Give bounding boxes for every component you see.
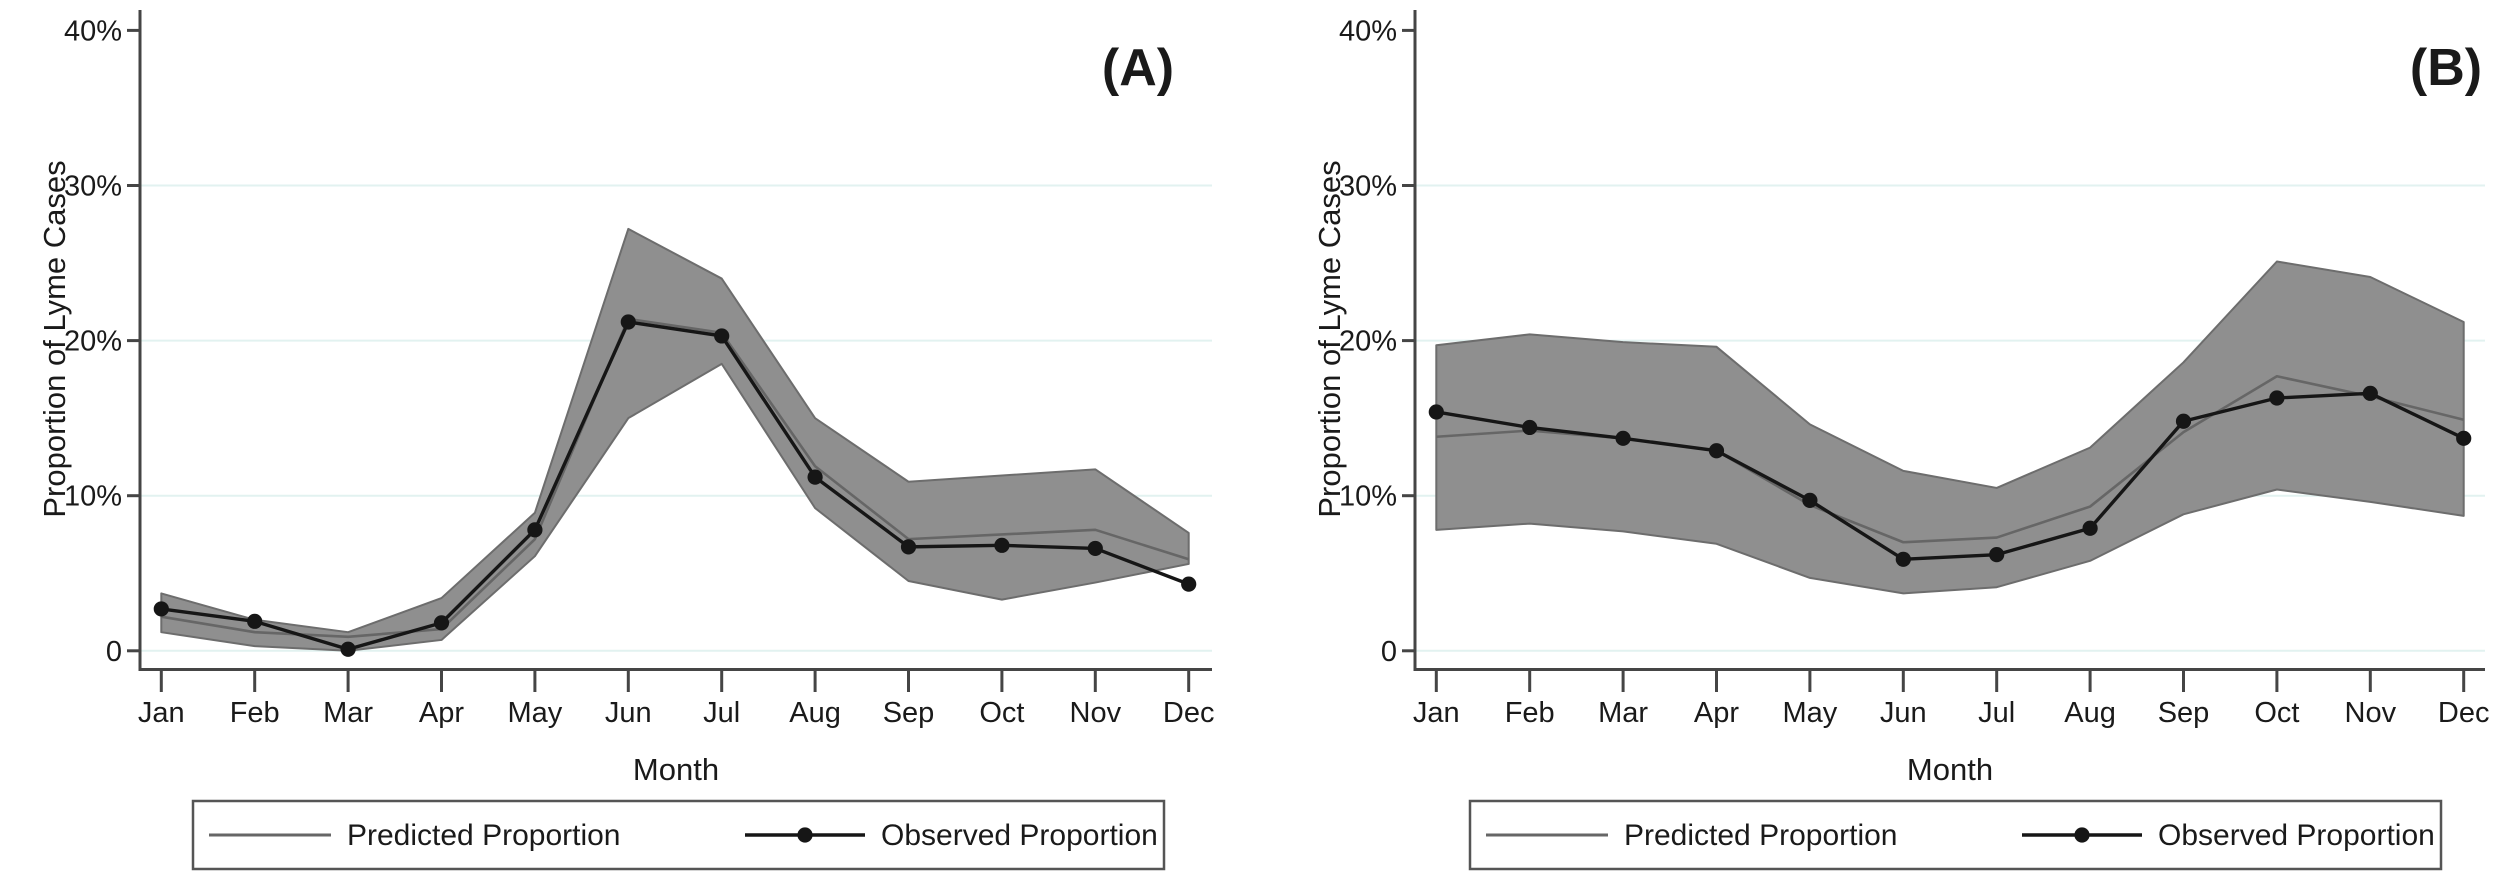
chart-a-svg: 0 10% 20% 30% 40% Jan Feb Mar Apr May Jun Jul Aug Sep… xyxy=(37,10,1215,871)
y-tick-label-0: 0 xyxy=(106,636,122,668)
y-axis-title: Proportion of Lyme Cases xyxy=(37,160,72,517)
predicted-line xyxy=(161,317,1190,639)
x-tick-label-Nov: Nov xyxy=(1070,697,1122,729)
observed-point-Jan xyxy=(1428,404,1444,420)
legend-label-predicted: Predicted Proportion xyxy=(347,819,621,852)
observed-point-Jul xyxy=(714,328,730,344)
legend-box xyxy=(191,799,1166,871)
observed-point-May xyxy=(527,522,543,538)
observed-point-Mar xyxy=(340,641,356,657)
observed-point-Nov xyxy=(2362,385,2378,401)
panel-label: (A) xyxy=(1102,39,1174,97)
x-tick-label-Jul: Jul xyxy=(1978,697,2015,729)
x-tick-label-Mar: Mar xyxy=(1598,697,1648,729)
x-axis-title: Month xyxy=(1907,752,1993,787)
y-tick-label-10: 10% xyxy=(1339,481,1397,513)
observed-point-Dec xyxy=(2456,430,2472,446)
observed-point-Feb xyxy=(1522,419,1538,436)
legend-label-observed: Observed Proportion xyxy=(881,819,1158,852)
observed-point-Apr xyxy=(1708,443,1725,459)
y-tick-label-30: 30% xyxy=(1339,171,1397,203)
chart-panel-a: 0 10% 20% 30% 40% Jan Feb Mar Apr May Jun Jul Aug Sep… xyxy=(37,10,1215,871)
x-tick-label-Feb: Feb xyxy=(230,697,280,729)
y-tick-label-20: 20% xyxy=(64,326,122,358)
observed-point-Dec xyxy=(1181,576,1197,592)
x-tick-label-Mar: Mar xyxy=(323,697,373,729)
x-tick-label-Dec: Dec xyxy=(1163,697,1215,729)
x-tick-label-Jan: Jan xyxy=(138,697,185,729)
x-tick-label-Aug: Aug xyxy=(789,697,841,729)
confidence-band xyxy=(1435,260,2465,595)
panel-label: (B) xyxy=(2410,39,2482,97)
chart-b-svg: 0 10% 20% 30% 40% Jan Feb Mar Apr May Jun Jul Aug Sep… xyxy=(1312,10,2490,871)
x-tick-label-Oct: Oct xyxy=(2254,697,2299,729)
x-tick-label-Apr: Apr xyxy=(419,697,464,729)
observed-point-Jun xyxy=(1895,551,1911,567)
y-tick-label-30: 30% xyxy=(64,171,122,203)
legend-observed-marker xyxy=(2074,827,2090,843)
x-tick-label-Sep: Sep xyxy=(2158,697,2210,729)
x-tick-label-Apr: Apr xyxy=(1694,697,1739,729)
observed-point-Sep xyxy=(900,539,917,555)
legend-label-predicted: Predicted Proportion xyxy=(1624,819,1898,852)
x-tick-label-Jan: Jan xyxy=(1413,697,1460,729)
x-tick-label-Jul: Jul xyxy=(703,697,740,729)
observed-point-Feb xyxy=(247,613,263,629)
x-tick-label-Jun: Jun xyxy=(1880,697,1927,729)
x-tick-label-Feb: Feb xyxy=(1505,697,1555,729)
observed-point-Nov xyxy=(1087,540,1103,557)
observed-line xyxy=(1436,391,2465,561)
confidence-band xyxy=(160,227,1190,652)
x-tick-label-May: May xyxy=(1783,697,1838,729)
observed-point-Jun xyxy=(620,314,636,330)
x-tick-label-Nov: Nov xyxy=(2345,697,2397,729)
observed-point-Aug xyxy=(807,469,823,485)
y-tick-label-40: 40% xyxy=(1339,15,1397,47)
x-tick-label-May: May xyxy=(508,697,563,729)
legend-label-observed: Observed Proportion xyxy=(2158,819,2435,852)
x-axis-title: Month xyxy=(633,752,719,787)
observed-line xyxy=(161,320,1190,651)
observed-point-Oct xyxy=(994,537,1010,553)
observed-point-Sep xyxy=(2175,413,2192,429)
observed-point-Aug xyxy=(2082,520,2098,536)
x-tick-label-Dec: Dec xyxy=(2438,697,2490,729)
observed-point-Mar xyxy=(1615,430,1631,446)
y-tick-label-0: 0 xyxy=(1381,636,1397,668)
x-tick-label-Oct: Oct xyxy=(979,697,1024,729)
y-tick-label-10: 10% xyxy=(64,481,122,513)
legend-box xyxy=(1468,799,2443,871)
x-tick-label-Jun: Jun xyxy=(605,697,652,729)
x-tick-label-Sep: Sep xyxy=(883,697,935,729)
chart-panel-b: 0 10% 20% 30% 40% Jan Feb Mar Apr May Jun Jul Aug Sep… xyxy=(1248,0,2496,874)
legend-observed-marker xyxy=(797,827,813,843)
y-tick-label-40: 40% xyxy=(64,15,122,47)
y-axis-title: Proportion of Lyme Cases xyxy=(1312,160,1347,517)
observed-point-Jan xyxy=(153,601,169,617)
x-tick-label-Aug: Aug xyxy=(2064,697,2116,729)
observed-point-Apr xyxy=(433,615,450,631)
observed-point-Jul xyxy=(1989,547,2005,563)
observed-point-Oct xyxy=(2269,390,2285,406)
y-tick-label-20: 20% xyxy=(1339,326,1397,358)
observed-point-May xyxy=(1802,492,1818,508)
